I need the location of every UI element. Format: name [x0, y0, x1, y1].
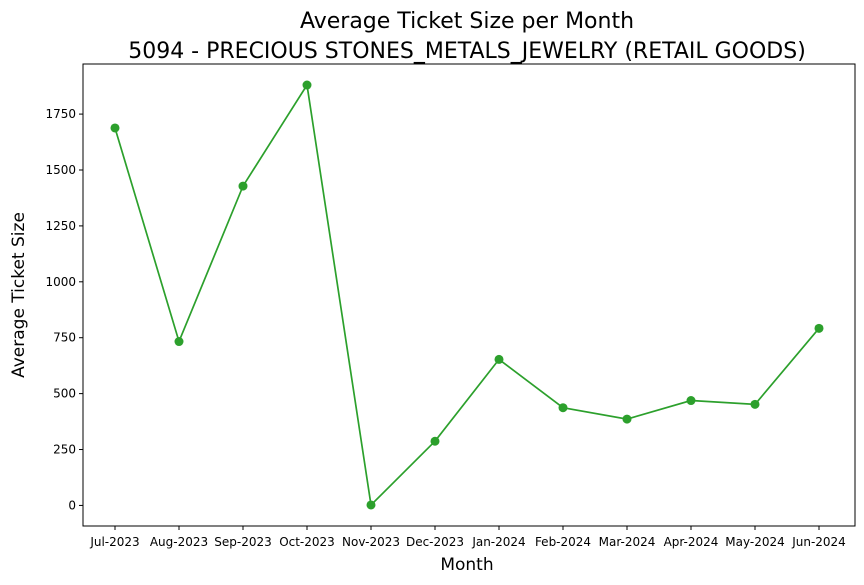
x-tick-label: Oct-2023 [279, 535, 335, 549]
x-tick-label: Dec-2023 [406, 535, 464, 549]
x-tick-label: Feb-2024 [535, 535, 591, 549]
y-tick-label: 0 [68, 498, 76, 512]
series-layer [110, 80, 824, 510]
x-tick-label: Aug-2023 [150, 535, 208, 549]
x-tick-label: Jan-2024 [471, 535, 525, 549]
plot-area-frame [82, 63, 856, 527]
data-point [750, 399, 760, 409]
chart-subtitle: 5094 - PRECIOUS STONES_METALS_JEWELRY (R… [128, 39, 806, 64]
data-point [174, 337, 184, 347]
data-point [110, 123, 120, 133]
x-tick-label: May-2024 [725, 535, 784, 549]
data-point [622, 414, 632, 424]
data-point [686, 396, 696, 406]
y-tick-label: 1250 [45, 219, 76, 233]
y-tick-label: 500 [53, 387, 76, 401]
y-tick-label: 250 [53, 443, 76, 457]
x-tick-label: Mar-2024 [599, 535, 656, 549]
data-point [558, 403, 568, 413]
x-axis-label: Month [440, 555, 493, 575]
y-axis-ticks: 0 250 500 750 1000 1250 1500 1750 [45, 107, 83, 512]
chart-title: Average Ticket Size per Month [300, 9, 634, 34]
data-point [366, 500, 376, 510]
y-tick-label: 1500 [45, 163, 76, 177]
y-tick-label: 750 [53, 331, 76, 345]
x-tick-label: Sep-2023 [214, 535, 272, 549]
x-tick-label: Jun-2024 [791, 535, 846, 549]
data-point [238, 181, 248, 191]
y-tick-label: 1000 [45, 275, 76, 289]
x-tick-label: Nov-2023 [342, 535, 400, 549]
x-axis-ticks: Jul-2023 Aug-2023 Sep-2023 Oct-2023 Nov-2023… [89, 526, 846, 549]
x-tick-label: Apr-2024 [664, 535, 719, 549]
data-point [494, 354, 504, 364]
data-point [814, 323, 824, 333]
x-tick-label: Jul-2023 [89, 535, 139, 549]
series-line [114, 82, 820, 507]
y-tick-label: 1750 [45, 107, 76, 121]
data-point [302, 80, 312, 90]
y-axis-label: Average Ticket Size [9, 212, 29, 378]
data-point [430, 436, 440, 446]
